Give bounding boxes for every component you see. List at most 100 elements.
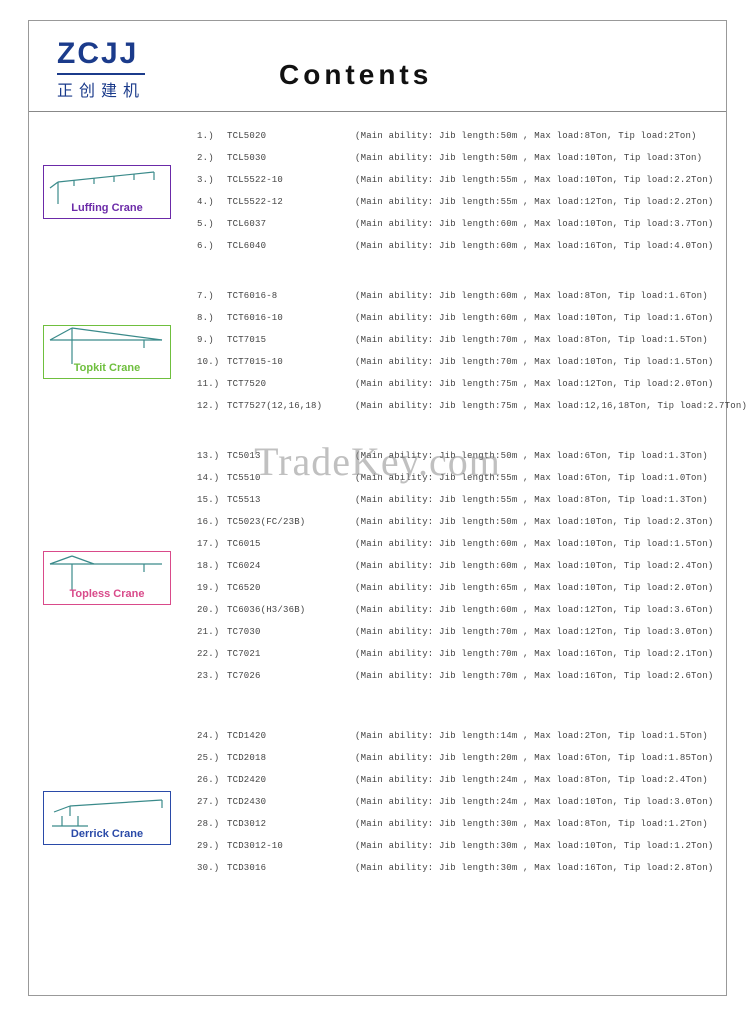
row-index: 19.) xyxy=(197,583,227,593)
row-index: 2.) xyxy=(197,153,227,163)
row-model: TC6036(H3/36B) xyxy=(227,605,355,615)
row-model: TCT6016-10 xyxy=(227,313,355,323)
row-model: TC7030 xyxy=(227,627,355,637)
spec-row: 5.)TCL6037(Main ability: Jib length:60m … xyxy=(197,219,714,229)
spec-row: 19.)TC6520(Main ability: Jib length:65m … xyxy=(197,583,714,593)
row-index: 9.) xyxy=(197,335,227,345)
row-desc: (Main ability: Jib length:55m , Max load… xyxy=(355,473,708,483)
spec-row: 26.)TCD2420(Main ability: Jib length:24m… xyxy=(197,775,714,785)
row-desc: (Main ability: Jib length:50m , Max load… xyxy=(355,153,702,163)
spec-row: 2.)TCL5030(Main ability: Jib length:50m … xyxy=(197,153,714,163)
row-index: 12.) xyxy=(197,401,227,411)
row-model: TC7021 xyxy=(227,649,355,659)
row-model: TCT7520 xyxy=(227,379,355,389)
row-model: TCD2430 xyxy=(227,797,355,807)
row-index: 15.) xyxy=(197,495,227,505)
spec-row: 1.)TCL5020(Main ability: Jib length:50m … xyxy=(197,131,714,141)
row-index: 24.) xyxy=(197,731,227,741)
row-desc: (Main ability: Jib length:70m , Max load… xyxy=(355,357,713,367)
row-model: TCL6040 xyxy=(227,241,355,251)
row-model: TC5510 xyxy=(227,473,355,483)
row-desc: (Main ability: Jib length:30m , Max load… xyxy=(355,863,713,873)
spec-row: 17.)TC6015(Main ability: Jib length:60m … xyxy=(197,539,714,549)
crane-category-label: Derrick Crane xyxy=(43,791,171,845)
row-model: TCT7527(12,16,18) xyxy=(227,401,355,411)
row-desc: (Main ability: Jib length:50m , Max load… xyxy=(355,517,713,527)
spec-row: 28.)TCD3012(Main ability: Jib length:30m… xyxy=(197,819,714,829)
row-model: TC6015 xyxy=(227,539,355,549)
spec-row: 18.)TC6024(Main ability: Jib length:60m … xyxy=(197,561,714,571)
row-desc: (Main ability: Jib length:55m , Max load… xyxy=(355,175,713,185)
row-index: 5.) xyxy=(197,219,227,229)
row-model: TC6024 xyxy=(227,561,355,571)
spec-row: 11.)TCT7520(Main ability: Jib length:75m… xyxy=(197,379,714,389)
header-divider xyxy=(29,111,726,112)
spec-row: 6.)TCL6040(Main ability: Jib length:60m … xyxy=(197,241,714,251)
row-desc: (Main ability: Jib length:65m , Max load… xyxy=(355,583,713,593)
row-model: TCT7015-10 xyxy=(227,357,355,367)
spec-row: 22.)TC7021(Main ability: Jib length:70m … xyxy=(197,649,714,659)
row-desc: (Main ability: Jib length:60m , Max load… xyxy=(355,539,713,549)
row-index: 4.) xyxy=(197,197,227,207)
row-desc: (Main ability: Jib length:50m , Max load… xyxy=(355,451,708,461)
page-frame: ZCJJ 正创建机 Contents Luffing Crane1.)TCL50… xyxy=(28,20,727,996)
spec-row: 14.)TC5510(Main ability: Jib length:55m … xyxy=(197,473,714,483)
row-model: TCD2420 xyxy=(227,775,355,785)
row-model: TCL5020 xyxy=(227,131,355,141)
row-index: 16.) xyxy=(197,517,227,527)
row-model: TCL5522-12 xyxy=(227,197,355,207)
row-index: 25.) xyxy=(197,753,227,763)
spec-row: 25.)TCD2018(Main ability: Jib length:20m… xyxy=(197,753,714,763)
row-desc: (Main ability: Jib length:55m , Max load… xyxy=(355,495,708,505)
row-model: TCD3012 xyxy=(227,819,355,829)
row-model: TCT6016-8 xyxy=(227,291,355,301)
row-desc: (Main ability: Jib length:75m , Max load… xyxy=(355,379,713,389)
spec-row: 3.)TCL5522-10(Main ability: Jib length:5… xyxy=(197,175,714,185)
row-index: 1.) xyxy=(197,131,227,141)
row-desc: (Main ability: Jib length:70m , Max load… xyxy=(355,627,713,637)
spec-row: 15.)TC5513(Main ability: Jib length:55m … xyxy=(197,495,714,505)
row-index: 22.) xyxy=(197,649,227,659)
row-desc: (Main ability: Jib length:30m , Max load… xyxy=(355,841,713,851)
row-desc: (Main ability: Jib length:60m , Max load… xyxy=(355,313,713,323)
crane-category-label: Topless Crane xyxy=(43,551,171,605)
row-desc: (Main ability: Jib length:50m , Max load… xyxy=(355,131,697,141)
row-desc: (Main ability: Jib length:75m , Max load… xyxy=(355,401,747,411)
row-desc: (Main ability: Jib length:14m , Max load… xyxy=(355,731,708,741)
crane-category-label: Luffing Crane xyxy=(43,165,171,219)
row-desc: (Main ability: Jib length:70m , Max load… xyxy=(355,335,708,345)
row-desc: (Main ability: Jib length:70m , Max load… xyxy=(355,649,713,659)
spec-row: 9.)TCT7015(Main ability: Jib length:70m … xyxy=(197,335,714,345)
row-desc: (Main ability: Jib length:60m , Max load… xyxy=(355,561,713,571)
row-model: TCL6037 xyxy=(227,219,355,229)
spec-row: 20.)TC6036(H3/36B)(Main ability: Jib len… xyxy=(197,605,714,615)
row-model: TCT7015 xyxy=(227,335,355,345)
row-desc: (Main ability: Jib length:30m , Max load… xyxy=(355,819,708,829)
row-desc: (Main ability: Jib length:60m , Max load… xyxy=(355,219,713,229)
row-index: 20.) xyxy=(197,605,227,615)
row-desc: (Main ability: Jib length:24m , Max load… xyxy=(355,775,708,785)
row-index: 7.) xyxy=(197,291,227,301)
row-model: TC6520 xyxy=(227,583,355,593)
row-index: 6.) xyxy=(197,241,227,251)
spec-row: 27.)TCD2430(Main ability: Jib length:24m… xyxy=(197,797,714,807)
row-index: 27.) xyxy=(197,797,227,807)
spec-row: 21.)TC7030(Main ability: Jib length:70m … xyxy=(197,627,714,637)
spec-row: 16.)TC5023(FC/23B)(Main ability: Jib len… xyxy=(197,517,714,527)
page-title: Contents xyxy=(279,59,432,91)
row-index: 18.) xyxy=(197,561,227,571)
row-index: 10.) xyxy=(197,357,227,367)
row-index: 3.) xyxy=(197,175,227,185)
spec-row: 8.)TCT6016-10(Main ability: Jib length:6… xyxy=(197,313,714,323)
row-index: 28.) xyxy=(197,819,227,829)
spec-row: 23.)TC7026(Main ability: Jib length:70m … xyxy=(197,671,714,681)
spec-row: 4.)TCL5522-12(Main ability: Jib length:5… xyxy=(197,197,714,207)
row-model: TCL5522-10 xyxy=(227,175,355,185)
row-model: TC7026 xyxy=(227,671,355,681)
crane-category-label: Topkit Crane xyxy=(43,325,171,379)
logo-sub: 正创建机 xyxy=(57,73,145,101)
spec-row: 10.)TCT7015-10(Main ability: Jib length:… xyxy=(197,357,714,367)
row-desc: (Main ability: Jib length:20m , Max load… xyxy=(355,753,713,763)
row-index: 13.) xyxy=(197,451,227,461)
row-desc: (Main ability: Jib length:55m , Max load… xyxy=(355,197,713,207)
